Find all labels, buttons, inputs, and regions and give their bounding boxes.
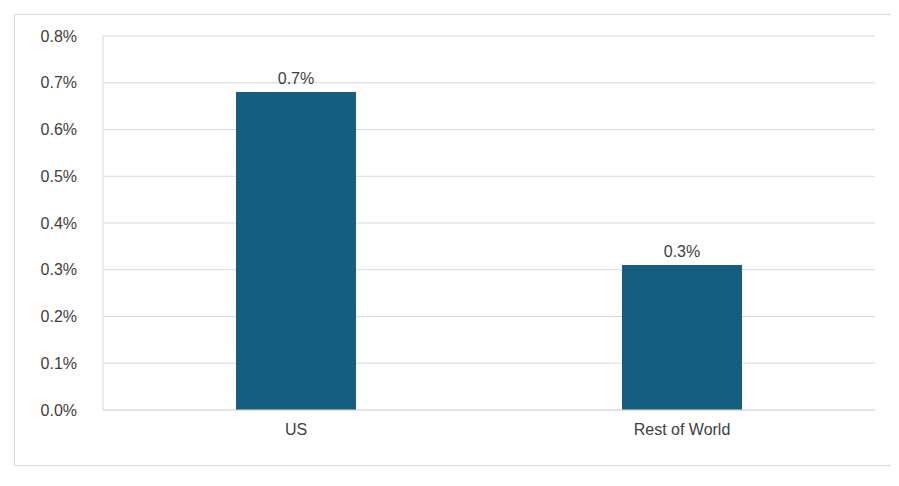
svg-text:US: US bbox=[285, 421, 307, 438]
svg-text:0.2%: 0.2% bbox=[41, 308, 77, 325]
svg-text:0.6%: 0.6% bbox=[41, 121, 77, 138]
svg-text:Rest of World: Rest of World bbox=[634, 421, 731, 438]
svg-text:0.3%: 0.3% bbox=[41, 261, 77, 278]
svg-text:0.7%: 0.7% bbox=[278, 70, 314, 87]
svg-text:0.7%: 0.7% bbox=[41, 74, 77, 91]
svg-text:0.3%: 0.3% bbox=[664, 243, 700, 260]
svg-text:0.4%: 0.4% bbox=[41, 215, 77, 232]
svg-text:0.1%: 0.1% bbox=[41, 355, 77, 372]
svg-text:0.5%: 0.5% bbox=[41, 168, 77, 185]
svg-text:0.8%: 0.8% bbox=[41, 28, 77, 45]
svg-text:0.0%: 0.0% bbox=[41, 402, 77, 419]
